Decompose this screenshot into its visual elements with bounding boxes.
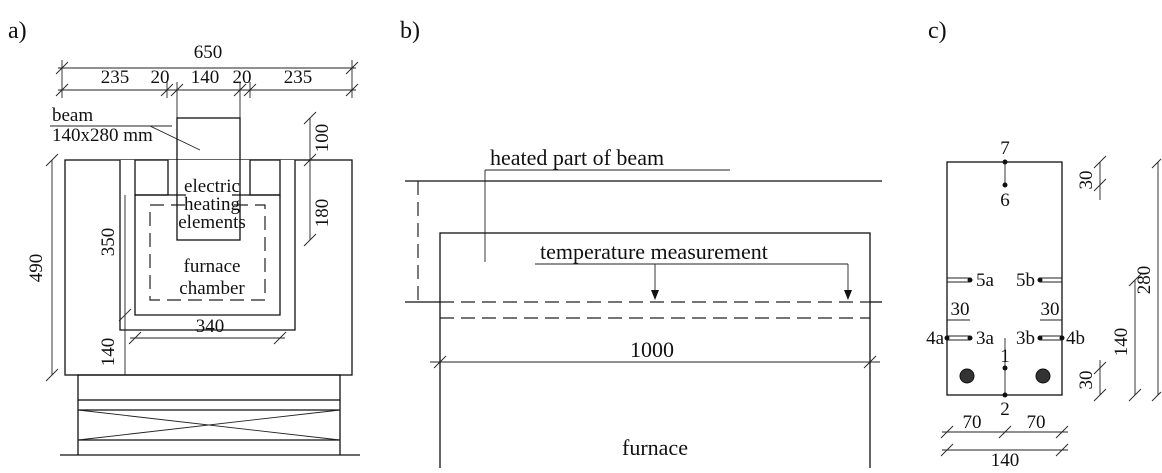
chamber-label: furnace [184,256,241,277]
dimension: 30 [1076,171,1097,190]
point-label: 5a [976,270,995,291]
point-label: 3a [976,328,995,349]
dimension: 490 [26,254,47,283]
point-label: 4a [926,328,945,349]
point-label: 2 [1000,399,1010,420]
dimension: 1000 [630,337,674,362]
heating-label: heating [184,194,240,215]
heated-label: heated part of beam [490,145,664,170]
dimension: 280 [1134,266,1155,295]
dimension: 140 [991,450,1020,468]
measurement-label: temperature measurement [540,239,768,264]
chamber-label: chamber [179,278,245,299]
dimension: 340 [196,316,225,337]
point-label: 3b [1016,328,1035,349]
furnace-label: furnace [622,435,688,460]
panel-label: c) [928,18,947,44]
dimension: 30 [951,299,970,320]
dimension: 20 [233,67,252,88]
panel-b-drawing [405,169,882,473]
dimension: 140 [98,338,119,367]
dimension: 180 [312,199,333,228]
dimension: 350 [98,228,119,257]
point-label: 7 [1000,138,1010,159]
heating-label: electric [184,176,240,197]
dimension: 100 [312,124,333,153]
dimension: 20 [151,67,170,88]
dimension: 30 [1076,371,1097,390]
dimension: 70 [963,412,982,433]
heating-label: elements [178,212,246,233]
dimension: 140 [191,67,220,88]
panel-label: a) [8,18,27,44]
dimension: 650 [194,42,223,63]
dimension: 235 [101,67,130,88]
panel-label: b) [400,18,420,44]
panel-a-drawing [45,60,360,456]
point-label: 4b [1066,328,1085,349]
dimension: 30 [1041,299,1060,320]
beam-label: 140x280 mm [52,125,153,146]
dimension: 140 [1111,328,1132,357]
dimension: 70 [1027,412,1046,433]
labels: a) 650 235 20 140 20 235 100 180 490 350 340 140 beam… [8,18,1155,471]
point-label: 6 [1000,190,1010,211]
dimension: 235 [284,67,313,88]
panel-c-drawing [940,155,1162,457]
point-label: 1 [1000,346,1010,367]
beam-label: beam [52,105,93,126]
point-label: 5b [1016,270,1035,291]
